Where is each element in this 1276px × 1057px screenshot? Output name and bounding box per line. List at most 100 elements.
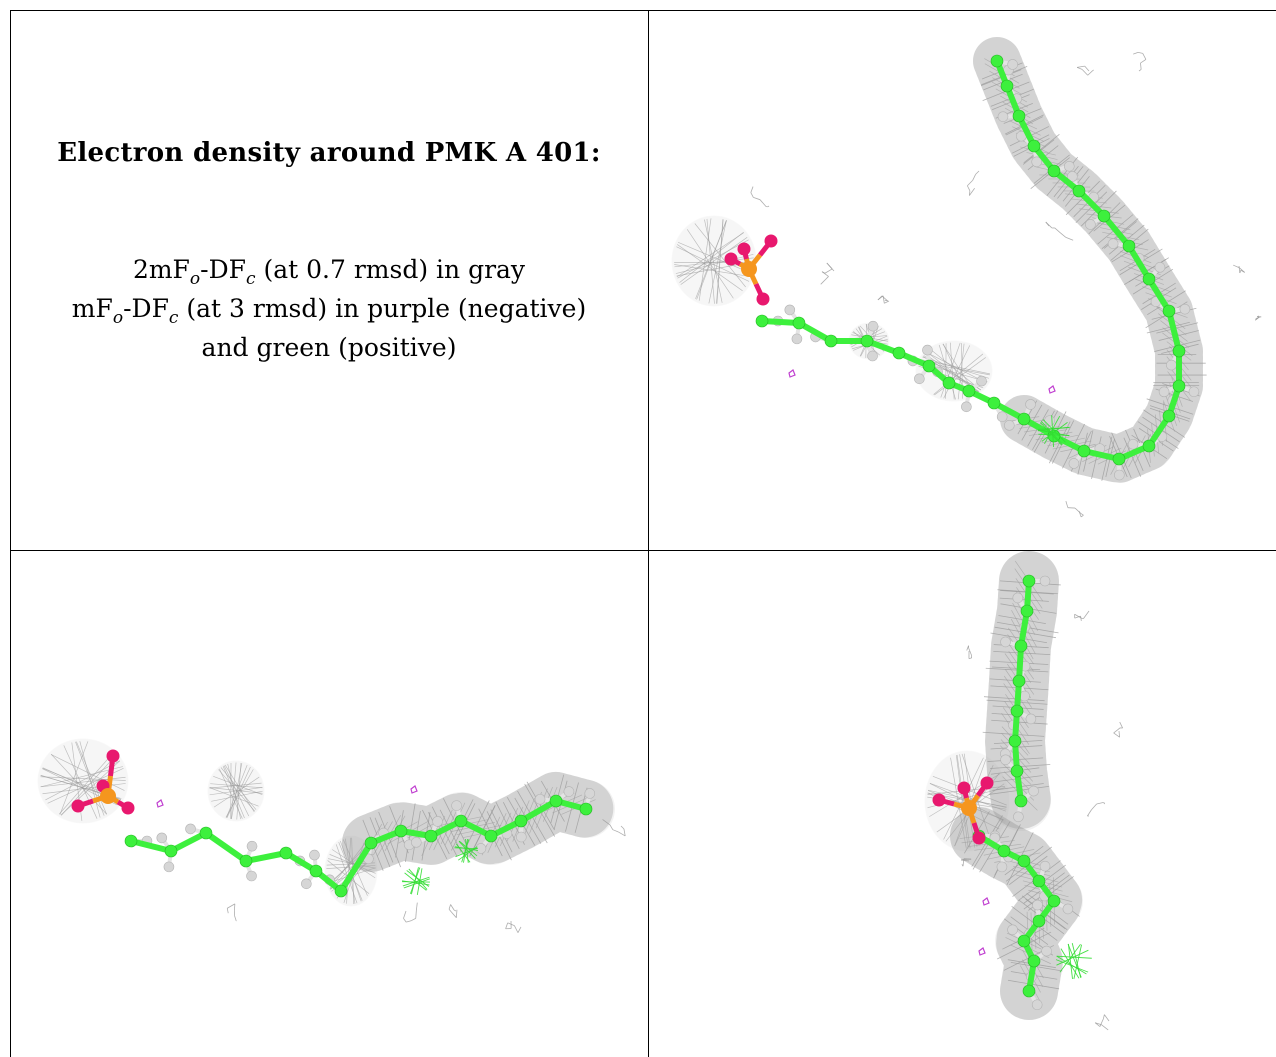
carbon-atom (892, 346, 906, 360)
mesh-line (378, 811, 402, 868)
carbon-atom (792, 316, 806, 330)
mesh-line (679, 231, 744, 283)
mesh-line (220, 767, 257, 810)
mesh-line (1083, 610, 1090, 619)
mesh-line (1113, 732, 1120, 738)
mesh-line (1239, 269, 1242, 274)
carbon-atom (942, 376, 956, 390)
mesh-line (448, 904, 451, 910)
mesh-line (505, 922, 509, 929)
mesh-line (1084, 65, 1090, 72)
mesh-fragment (967, 170, 980, 196)
hydrogen-atom (1039, 860, 1051, 872)
carbon-atom (1142, 272, 1156, 286)
oxygen-atom (972, 831, 986, 845)
mesh-line (612, 829, 619, 833)
mesh-line (231, 763, 243, 820)
carbon-atom (1022, 574, 1036, 588)
phosphate-group (724, 234, 778, 306)
mesh-fragment (1087, 802, 1105, 817)
hydrogen-atom (1158, 386, 1170, 398)
grid-horizontal-divider (10, 550, 1276, 551)
carbon-atom (1032, 914, 1046, 928)
hydrogen-atom (1188, 386, 1200, 398)
mesh-line (450, 904, 455, 911)
mesh-line (227, 903, 236, 909)
mesh-line (602, 819, 611, 826)
carbon-atom (1008, 734, 1022, 748)
positive-density-line (1051, 415, 1054, 448)
hydrogen-atom (1031, 999, 1043, 1011)
mesh-line (704, 219, 723, 303)
hydrogen-atom (1031, 156, 1043, 168)
mesh-line (406, 920, 412, 923)
mesh-line (1091, 803, 1097, 810)
oxygen-atom (106, 749, 120, 763)
density-mesh (342, 772, 615, 872)
positive-density-line (461, 839, 470, 863)
hydrogen-atom (1000, 636, 1011, 648)
carbon-atom (279, 846, 293, 860)
density-view-1 (649, 11, 1276, 550)
carbon-atom (1017, 854, 1031, 868)
hydrogen-atom (1000, 754, 1011, 766)
hydrogen-atom (1028, 785, 1039, 797)
mesh-line (329, 843, 366, 889)
mesh-line (1119, 721, 1123, 729)
mesh-line (623, 828, 626, 836)
hydrogen-atom (1032, 899, 1043, 911)
mesh-line (1113, 728, 1119, 734)
mesh-line (1140, 59, 1147, 64)
mesh-line (1255, 316, 1260, 320)
mesh-line (1239, 267, 1245, 273)
mesh-line (213, 776, 260, 808)
positive-density-line (1056, 949, 1089, 966)
mesh-line (966, 645, 969, 651)
mesh-line (403, 918, 407, 923)
hydrogen-atom (867, 350, 878, 362)
mesh-line (514, 797, 542, 844)
positive-density-line (1059, 943, 1081, 973)
negative-density (982, 897, 990, 906)
hydrogen-atom (1007, 924, 1018, 936)
positive-density-line (409, 867, 421, 894)
carbon-atom (549, 794, 563, 808)
mesh-line (998, 615, 1046, 624)
mesh-line (677, 239, 749, 279)
positive-density-line (458, 846, 478, 861)
mesh-line (1240, 269, 1243, 272)
mesh-line (1054, 227, 1061, 234)
mesh-line (949, 342, 955, 400)
mesh-line (877, 295, 883, 301)
mesh-line (514, 925, 519, 933)
bond-c (243, 850, 289, 864)
carbon-atom (962, 384, 976, 398)
caption-cell: Electron density around PMK A 401: 2mFo-… (10, 10, 648, 550)
mesh-line (972, 174, 976, 181)
hydrogen-atom (1063, 160, 1075, 172)
hydrogen-atom (961, 401, 972, 413)
hydrogen-atom (563, 786, 575, 797)
carbon-atom (1027, 139, 1041, 153)
mesh-line (680, 237, 748, 285)
mesh-line (753, 196, 761, 201)
carbon-atom (1162, 409, 1176, 423)
mesh-line (759, 199, 767, 207)
ligand-chain (755, 54, 1200, 481)
mesh-line (881, 295, 888, 302)
phosphate-group (932, 776, 994, 845)
hydrogen-atom (246, 870, 257, 882)
mesh-line (415, 902, 418, 911)
caption-line-gray: 2mFo-DFc (at 0.7 rmsd) in gray (132, 255, 526, 289)
positive-density-line (1040, 422, 1062, 446)
mesh-line (211, 790, 263, 802)
positive-density-line (1060, 948, 1080, 979)
mesh-line (933, 353, 984, 395)
mesh-fragment (403, 902, 418, 923)
mesh-fragment (1094, 1014, 1110, 1031)
carbon-atom (824, 334, 838, 348)
ligand-chain (1000, 574, 1051, 823)
figure-grid: Electron density around PMK A 401: 2mFo-… (10, 10, 1276, 1057)
mesh-line (962, 858, 965, 867)
mesh-line (716, 219, 724, 304)
